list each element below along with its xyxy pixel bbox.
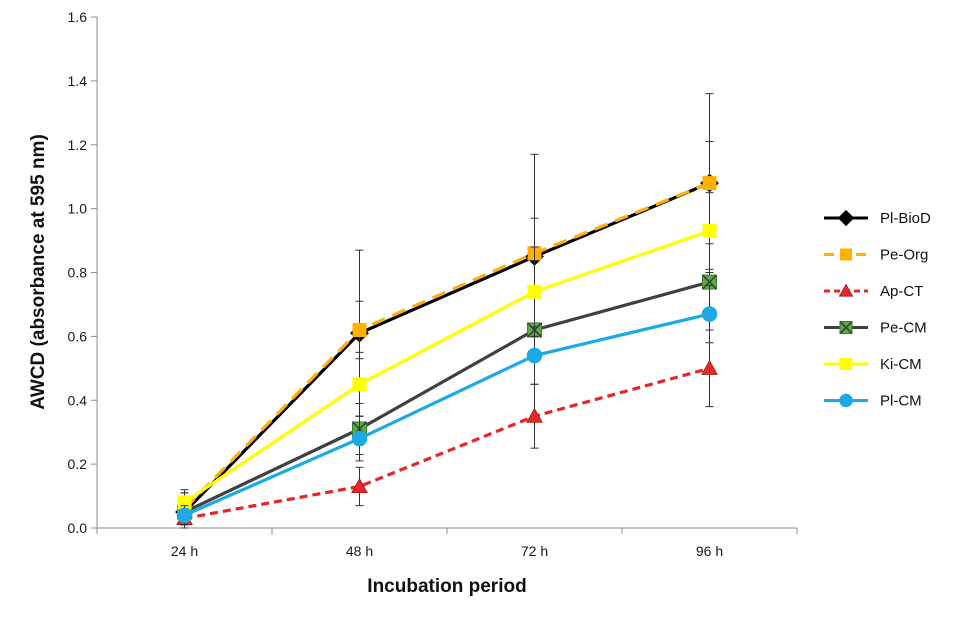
data-point xyxy=(701,306,718,322)
legend-label: Ap-CT xyxy=(880,283,923,300)
data-point xyxy=(701,359,718,375)
y-tick-label: 1.6 xyxy=(68,9,88,25)
x-tick-label: 24 h xyxy=(171,543,198,559)
series-line xyxy=(183,181,711,510)
marker-cross xyxy=(839,320,853,335)
y-tick-label: 1.0 xyxy=(68,201,88,217)
legend-item: Pe-CM xyxy=(824,320,927,337)
series-line xyxy=(183,280,710,514)
legend: Pl-BioD Pe-Org Ap-CT Pe-CM Ki-CM Pl-CM xyxy=(824,209,931,410)
series-line xyxy=(184,366,710,520)
data-point xyxy=(352,322,367,337)
y-tick-label: 1.2 xyxy=(68,137,88,153)
series-line xyxy=(183,181,711,514)
data-point xyxy=(176,507,193,524)
data-point xyxy=(351,477,368,494)
y-tick-label: 0.8 xyxy=(68,265,88,281)
data-point xyxy=(838,283,854,297)
y-tick-label: 0.2 xyxy=(68,456,88,472)
data-point xyxy=(837,209,855,227)
y-axis-title: AWCD (absorbance at 595 nm) xyxy=(28,134,49,410)
x-tick-label: 96 h xyxy=(696,543,723,559)
data-point xyxy=(840,248,852,261)
marker-cross xyxy=(701,274,718,290)
y-tick-label: 0.4 xyxy=(68,392,88,408)
data-point xyxy=(839,393,853,408)
series-ap-ct xyxy=(176,329,718,529)
data-point xyxy=(702,223,717,238)
data-point xyxy=(702,176,717,191)
y-tick-label: 0.0 xyxy=(68,520,88,536)
x-tick-label: 72 h xyxy=(521,543,548,559)
data-point xyxy=(526,407,543,423)
legend-item: Pe-Org xyxy=(824,247,928,264)
legend-label: Pe-CM xyxy=(880,320,927,337)
data-point xyxy=(840,358,852,370)
legend-item: Ki-CM xyxy=(824,356,922,373)
series-layer xyxy=(175,93,719,529)
series-ki-cm xyxy=(177,192,717,516)
x-tick-label: 48 h xyxy=(346,543,373,559)
data-point xyxy=(352,377,367,392)
legend-label: Pl-BioD xyxy=(880,210,931,227)
y-tick-label: 1.4 xyxy=(68,73,88,89)
y-tick-labels: 0.0 0.2 0.4 0.6 0.8 1.0 1.2 1.4 1.6 xyxy=(68,9,88,536)
legend-item: Pl-CM xyxy=(824,393,922,410)
series-line xyxy=(183,312,710,517)
series-pl-cm xyxy=(176,284,718,526)
axes xyxy=(91,16,798,534)
x-axis-title: Incubation period xyxy=(367,576,526,597)
legend-item: Pl-BioD xyxy=(824,209,931,227)
data-point xyxy=(526,347,543,364)
y-tick-label: 0.6 xyxy=(68,328,88,344)
legend-label: Ki-CM xyxy=(880,356,922,373)
series-line xyxy=(183,229,711,504)
data-point xyxy=(351,430,368,447)
legend-item: Ap-CT xyxy=(824,283,923,300)
series-pl-biod xyxy=(175,93,719,529)
legend-label: Pl-CM xyxy=(880,393,922,410)
x-tick-labels: 24 h 48 h 72 h 96 h xyxy=(171,543,723,559)
data-point xyxy=(527,284,542,299)
legend-label: Pe-Org xyxy=(880,247,928,264)
